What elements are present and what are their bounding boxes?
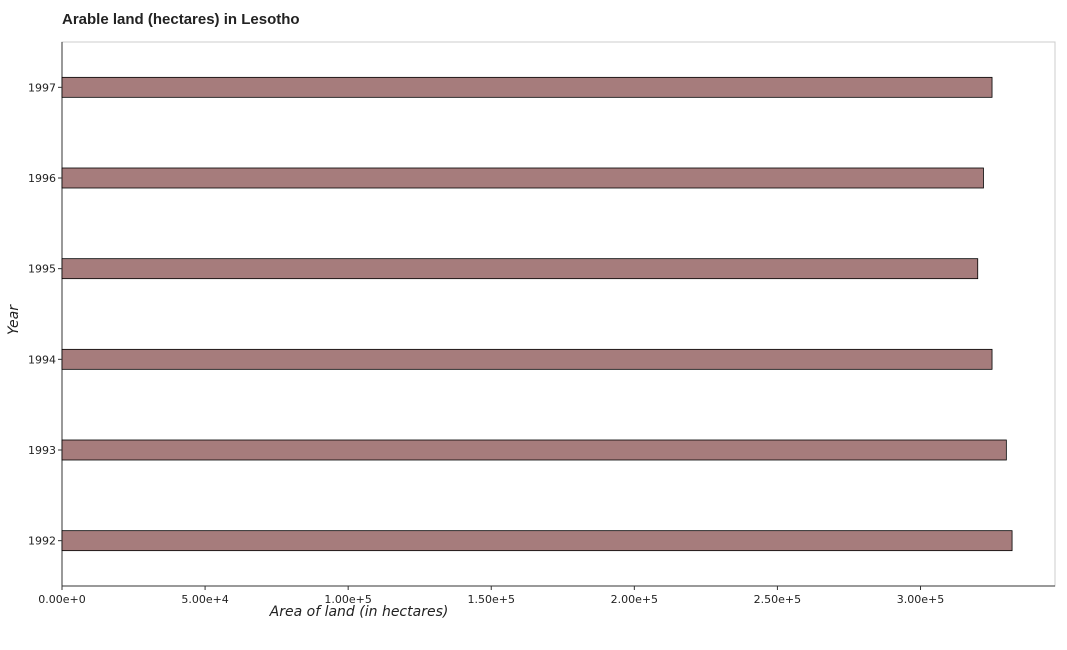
x-tick-label: 1.00e+5 bbox=[324, 593, 371, 606]
y-tick-label: 1997 bbox=[28, 81, 56, 94]
y-axis-ticks: 1992 1993 1994 1995 1996 1997 bbox=[28, 81, 62, 548]
y-tick-label: 1995 bbox=[28, 263, 56, 276]
y-axis-label: Year bbox=[6, 304, 22, 335]
y-tick-label: 1996 bbox=[28, 172, 56, 185]
y-tick-label: 1993 bbox=[28, 444, 56, 457]
bar-1995 bbox=[61, 258, 979, 280]
x-tick-label: 0.00e+0 bbox=[38, 593, 85, 606]
x-tick-label: 2.00e+5 bbox=[611, 593, 658, 606]
bar-1992 bbox=[61, 530, 1013, 552]
chart-title: Arable land (hectares) in Lesotho bbox=[62, 11, 300, 28]
bar-1994 bbox=[61, 348, 993, 370]
x-axis-label: Area of land (in hectares) bbox=[269, 604, 449, 620]
plot-border bbox=[61, 41, 1056, 587]
x-axis-ticks: 0.00e+0 5.00e+4 1.00e+5 1.50e+5 2.00e+5 2.50e… bbox=[38, 586, 944, 606]
x-tick-label: 5.00e+4 bbox=[181, 593, 228, 606]
plot-area bbox=[61, 41, 1056, 587]
bar-1997 bbox=[61, 76, 993, 98]
x-tick-label: 1.50e+5 bbox=[468, 593, 515, 606]
x-tick-label: 2.50e+5 bbox=[754, 593, 801, 606]
bar-1996 bbox=[61, 167, 984, 189]
bar-1993 bbox=[61, 439, 1007, 461]
x-tick-label: 3.00e+5 bbox=[897, 593, 944, 606]
y-tick-label: 1992 bbox=[28, 535, 56, 548]
bars-group bbox=[61, 76, 1013, 552]
y-tick-label: 1994 bbox=[28, 353, 56, 366]
